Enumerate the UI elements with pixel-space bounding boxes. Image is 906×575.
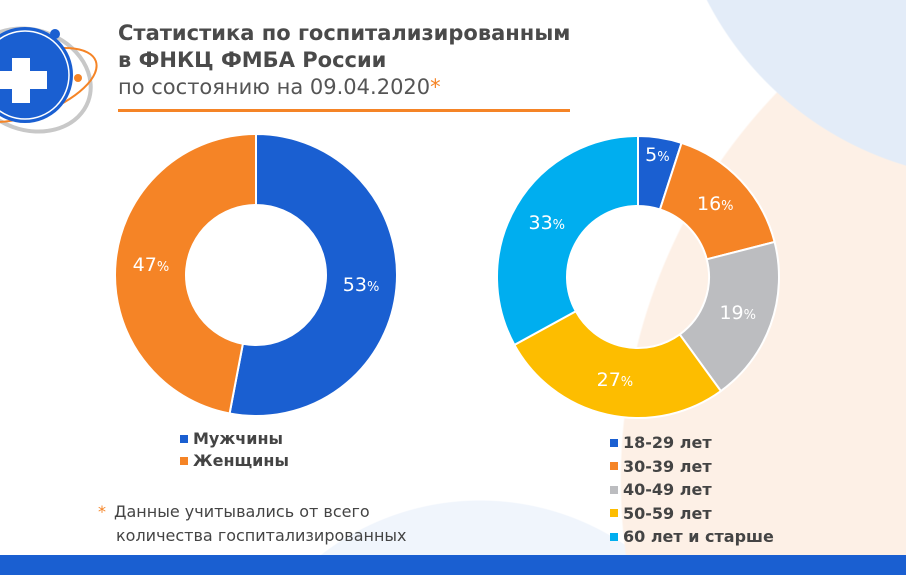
legend-item-men: Мужчины [180,428,289,450]
logo [0,26,98,134]
legend-label: Мужчины [193,429,283,448]
legend-label: 40-49 лет [623,480,712,499]
legend-swatch [610,532,618,541]
legend-swatch [180,435,188,443]
donut-slice [496,134,639,347]
page-title: Статистика по госпитализированным в ФНКЦ… [118,20,570,101]
donut-slice [114,132,257,415]
legend-item-30-39: 30-39 лет [610,455,774,479]
title-date-line: по состоянию на 09.04.2020* [118,74,570,101]
legend-item-50-59: 50-59 лет [610,502,774,526]
legend-swatch [180,457,188,465]
legend-label: Женщины [193,451,289,470]
footer-bar [0,555,906,575]
donut-slice [513,309,723,419]
legend-label: 60 лет и старше [623,527,774,546]
legend-swatch [610,462,618,471]
age-legend: 18-29 лет 30-39 лет 40-49 лет 50-59 лет … [610,431,774,549]
donut-slice [228,132,398,417]
legend-item-40-49: 40-49 лет [610,478,774,502]
slice-label: 33% [528,212,566,235]
slice-label: 53% [342,273,380,296]
footnote-line-1: Данные учитывались от всего [114,502,370,521]
donut-slice [678,240,780,393]
footnote-asterisk: * [98,502,106,521]
legend-swatch [610,509,618,518]
title-underline [118,109,570,112]
slice-label: 47% [132,254,170,277]
legend-label: 30-39 лет [623,456,712,476]
legend-item-60-plus: 60 лет и старше [610,525,774,549]
title-line-1: Статистика по госпитализированным [118,21,571,45]
title-date: по состоянию на 09.04.2020 [118,75,431,99]
title-line-2: в ФНКЦ ФМБА России [118,48,387,72]
slice-label: 27% [596,369,634,392]
legend-label: 50-59 лет [623,503,712,523]
legend-swatch [610,438,618,447]
slice-label: 19% [719,301,756,324]
slice-label: 16% [696,193,734,216]
legend-swatch [610,485,618,494]
legend-item-women: Женщины [180,450,289,472]
title-asterisk: * [430,75,441,99]
legend-label: 18-29 лет [623,433,712,452]
legend-item-18-29: 18-29 лет [610,431,774,455]
footnote: * Данные учитывались от всего количества … [98,500,407,548]
slice-label: 5% [645,143,670,166]
gender-legend: Мужчины Женщины [180,428,289,472]
footnote-line-2: количества госпитализированных [116,526,407,545]
